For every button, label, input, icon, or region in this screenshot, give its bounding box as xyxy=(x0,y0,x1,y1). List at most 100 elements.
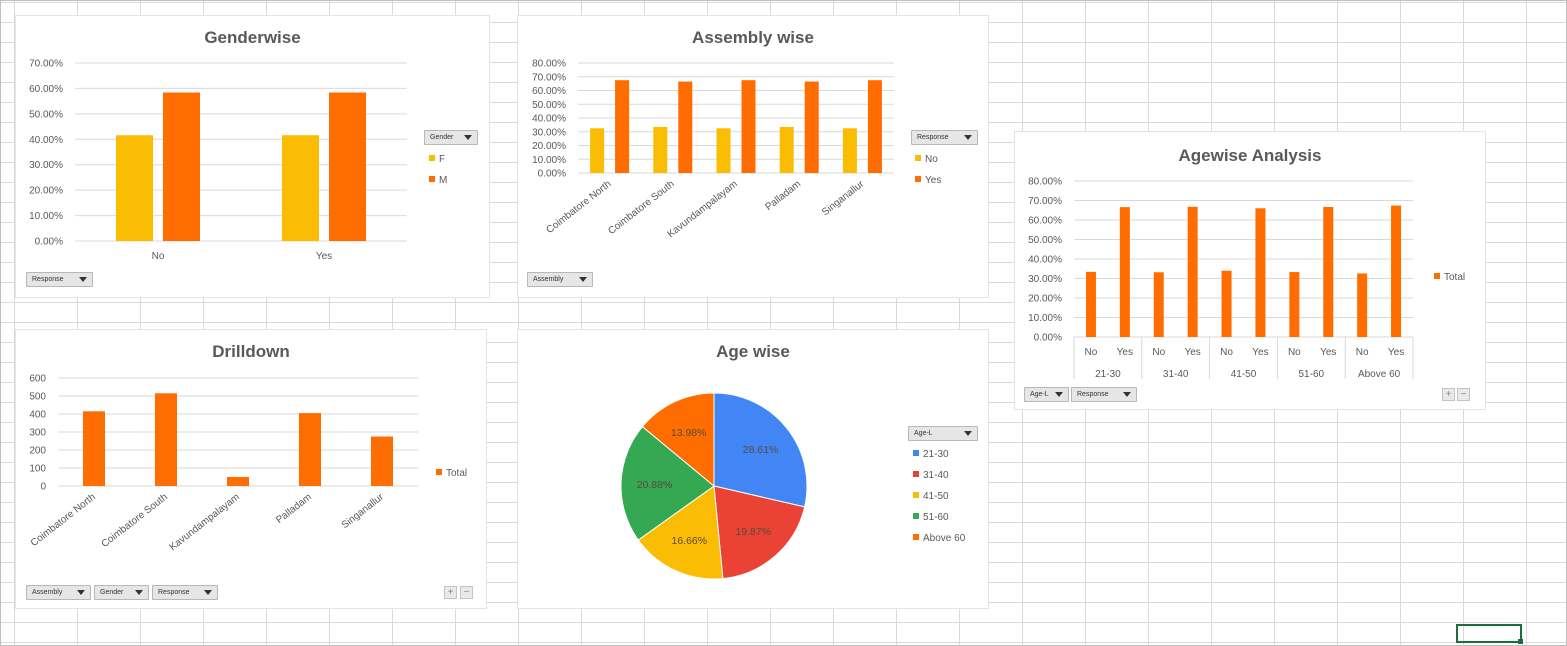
drilldown-legend: Total xyxy=(436,468,467,489)
bar xyxy=(842,128,857,173)
genderwise-legend: F M xyxy=(429,154,447,196)
agepie-legend: 21-30 31-40 41-50 51-60 Above 60 xyxy=(913,449,965,554)
y-tick-label: 10.00% xyxy=(29,211,63,222)
legend-label: 31-40 xyxy=(923,470,949,481)
y-tick-label: 40.00% xyxy=(532,114,566,125)
pie-data-label: 19.87% xyxy=(735,526,771,538)
filter-button-response[interactable]: Response xyxy=(26,272,93,287)
x-tick-label: Singanallur xyxy=(820,178,867,218)
x-tick-label: Yes xyxy=(1388,347,1404,358)
x-tick-label: Kavundampalayam xyxy=(666,179,740,240)
bar xyxy=(741,80,756,173)
legend-item-21-30: 21-30 xyxy=(913,449,965,470)
filter-button-response[interactable]: Response xyxy=(1071,387,1137,402)
agepie-plot: 28.61% 19.87% 16.66% 20.88% 13.98% xyxy=(620,392,808,580)
y-tick-label: 20.00% xyxy=(29,186,63,197)
x-group-label: Above 60 xyxy=(1358,369,1401,380)
legend-item-41-50: 41-50 xyxy=(913,491,965,512)
legend-item-m: M xyxy=(429,175,447,196)
filter-button-response[interactable]: Response xyxy=(911,130,978,145)
bar xyxy=(678,81,693,173)
y-tick-label: 10.00% xyxy=(1028,313,1062,324)
bar xyxy=(615,80,630,173)
collapse-button[interactable]: − xyxy=(460,586,473,599)
legend-swatch xyxy=(915,155,921,161)
y-tick-label: 0.00% xyxy=(538,169,566,180)
pie-slice xyxy=(713,485,806,580)
pie-data-label: 20.88% xyxy=(637,479,673,491)
bar xyxy=(1391,205,1402,337)
y-tick-label: 0.00% xyxy=(35,237,63,248)
x-tick-label: Coimbatore South xyxy=(100,492,170,550)
x-tick-label: Singanallur xyxy=(340,491,387,531)
filter-button-age[interactable]: Age-L xyxy=(908,426,978,441)
collapse-button[interactable]: − xyxy=(1457,388,1470,401)
bar xyxy=(116,135,153,241)
x-tick-label: Yes xyxy=(1117,347,1133,358)
active-cell-cursor[interactable] xyxy=(1456,624,1523,644)
genderwise-chart-panel[interactable]: Genderwise 0.00% 10.00% 20.00% 30.00% 40.00%… xyxy=(15,15,490,298)
assembly-chart-panel[interactable]: Assembly wise 0.00% 10.00% 20.00% 30.00% 40.… xyxy=(517,15,989,298)
legend-item-no: No xyxy=(915,154,941,175)
filter-button-assembly[interactable]: Assembly xyxy=(26,585,91,600)
legend-swatch xyxy=(915,176,921,182)
bar xyxy=(282,135,319,241)
y-tick-label: 50.00% xyxy=(1028,235,1062,246)
bar xyxy=(1357,273,1368,337)
y-tick-label: 30.00% xyxy=(29,160,63,171)
legend-label: Total xyxy=(1444,272,1466,283)
agewise-legend: Total xyxy=(1434,272,1465,293)
pie-data-label: 13.98% xyxy=(671,427,707,439)
y-tick-label: 60.00% xyxy=(532,86,566,97)
agepie-chart-panel[interactable]: Age wise 28.61% 19.87% 16.66% 20.88% 13.98% … xyxy=(517,329,989,609)
bar xyxy=(804,81,819,173)
chart-title: Agewise Analysis xyxy=(1178,146,1322,165)
expand-button[interactable]: + xyxy=(444,586,457,599)
y-tick-label: 300 xyxy=(29,428,46,439)
drilldown-chart-panel[interactable]: Drilldown 0 100 200 300 400 500 600 Coimbatore … xyxy=(15,329,487,609)
assembly-legend: No Yes xyxy=(915,154,941,196)
x-tick-label: Coimbatore South xyxy=(606,179,676,237)
x-tick-label: Palladam xyxy=(274,492,314,526)
legend-swatch xyxy=(913,513,919,519)
x-group-label: 31-40 xyxy=(1163,369,1189,380)
y-tick-label: 100 xyxy=(29,464,46,475)
filter-button-age[interactable]: Age-L xyxy=(1024,387,1069,402)
filter-button-gender[interactable]: Gender xyxy=(424,130,478,145)
y-tick-label: 70.00% xyxy=(532,72,566,83)
agewise-plot: 0.00% 10.00% 20.00% 30.00% 40.00% 50.00% 60.00… xyxy=(1028,177,1414,380)
legend-swatch xyxy=(913,450,919,456)
pie-slice xyxy=(641,392,715,488)
legend-label: Yes xyxy=(925,175,942,186)
bar xyxy=(1289,272,1300,337)
y-tick-label: 60.00% xyxy=(1028,216,1062,227)
legend-item-total: Total xyxy=(436,468,467,489)
x-tick-label: No xyxy=(1152,347,1165,358)
filter-button-gender[interactable]: Gender xyxy=(94,585,149,600)
chart-title: Assembly wise xyxy=(692,28,814,47)
bar xyxy=(716,128,731,173)
legend-item-f: F xyxy=(429,154,447,175)
legend-label: F xyxy=(439,154,446,165)
y-tick-label: 30.00% xyxy=(1028,274,1062,285)
filter-button-assembly[interactable]: Assembly xyxy=(527,272,593,287)
bar xyxy=(779,126,794,173)
y-tick-label: 50.00% xyxy=(532,100,566,111)
expand-button[interactable]: + xyxy=(1442,388,1455,401)
agewise-chart-panel[interactable]: Agewise Analysis 0.00% 10.00% 20.00% 30.00%… xyxy=(1014,131,1486,410)
chart-title: Genderwise xyxy=(204,28,301,47)
x-tick-label: Yes xyxy=(1184,347,1200,358)
x-tick-label: Kavundampalayam xyxy=(168,492,242,553)
x-group-label: 41-50 xyxy=(1231,369,1257,380)
pie-slice xyxy=(713,392,808,508)
y-tick-label: 40.00% xyxy=(1028,255,1062,266)
legend-swatch xyxy=(429,155,435,161)
legend-swatch xyxy=(913,471,919,477)
filter-button-response[interactable]: Response xyxy=(152,585,218,600)
legend-label: No xyxy=(925,154,938,165)
bar xyxy=(590,128,605,173)
x-tick-label: Yes xyxy=(1320,347,1336,358)
y-tick-label: 80.00% xyxy=(532,59,566,70)
y-tick-label: 500 xyxy=(29,392,46,403)
x-tick-label: Yes xyxy=(1252,347,1268,358)
